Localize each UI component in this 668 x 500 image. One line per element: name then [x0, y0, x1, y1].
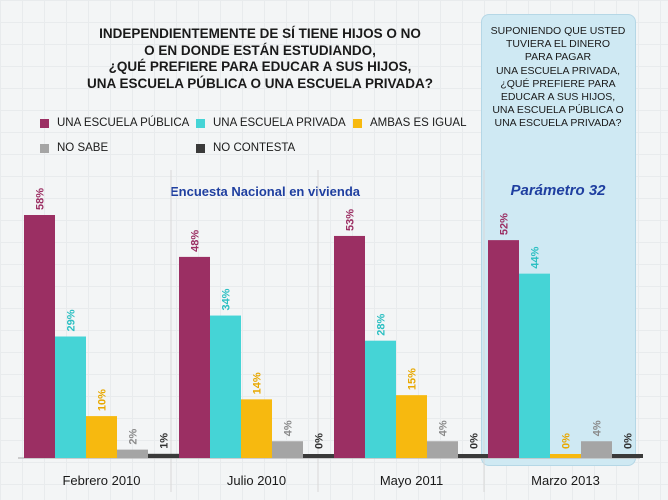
- bar: [581, 441, 612, 458]
- data-label: 1%: [159, 433, 171, 449]
- legend-label: UNA ESCUELA PRIVADA: [213, 117, 346, 129]
- legend-item-ambas: AMBAS ES IGUAL: [353, 117, 467, 129]
- data-label: 14%: [252, 372, 264, 394]
- data-label: 15%: [407, 368, 419, 390]
- legend-item-no-contesta: NO CONTESTA: [196, 142, 295, 154]
- data-label: 0%: [469, 433, 481, 449]
- parameter-label: Parámetro 32: [510, 182, 606, 199]
- data-label: 48%: [190, 230, 202, 252]
- bar: [117, 449, 148, 458]
- side-question: SUPONIENDO QUE USTED TUVIERA EL DINERO P…: [490, 25, 626, 130]
- bar: [365, 340, 396, 458]
- category-label: Julio 2010: [227, 473, 286, 488]
- legend-item-privada: UNA ESCUELA PRIVADA: [196, 117, 346, 129]
- data-label: 2%: [128, 429, 140, 445]
- bar: [24, 215, 55, 458]
- legend-label: NO CONTESTA: [213, 142, 296, 154]
- data-label: 53%: [345, 209, 357, 231]
- legend-swatch: [40, 143, 49, 153]
- category-label: Febrero 2010: [62, 473, 140, 488]
- bar: [550, 454, 581, 458]
- bar: [519, 273, 550, 458]
- data-label: 34%: [221, 288, 233, 310]
- data-label: 0%: [561, 433, 573, 449]
- data-label: 4%: [438, 420, 450, 436]
- bar: [427, 441, 458, 458]
- legend-swatch: [196, 118, 205, 128]
- data-label: 44%: [530, 246, 542, 268]
- data-label: 0%: [314, 433, 326, 449]
- data-label: 52%: [499, 213, 511, 235]
- legend-item-publica: UNA ESCUELA PÚBLICA: [40, 117, 189, 129]
- bar: [612, 454, 643, 458]
- bar: [458, 454, 489, 458]
- legend-label: NO SABE: [57, 142, 109, 154]
- data-label: 4%: [592, 420, 604, 436]
- legend-swatch: [353, 118, 362, 128]
- data-label: 29%: [66, 309, 78, 331]
- bar: [488, 240, 519, 458]
- bar: [303, 454, 334, 458]
- bar: [179, 256, 210, 458]
- legend-swatch: [196, 143, 205, 153]
- legend-item-no-sabe: NO SABE: [40, 142, 108, 154]
- data-label: 58%: [35, 188, 47, 210]
- chart-title: INDEPENDIENTEMENTE DE SÍ TIENE HIJOS O N…: [86, 26, 433, 91]
- data-label: 28%: [376, 313, 388, 335]
- category-label: Marzo 2013: [531, 473, 600, 488]
- data-label: 0%: [623, 433, 635, 449]
- legend-label: UNA ESCUELA PÚBLICA: [57, 117, 190, 129]
- bar: [86, 416, 117, 458]
- category-label: Mayo 2011: [380, 473, 443, 488]
- bar: [210, 315, 241, 458]
- data-label: 10%: [97, 389, 109, 411]
- bar: [272, 441, 303, 458]
- survey-label: Encuesta Nacional en vivienda: [169, 184, 361, 199]
- bar: [241, 399, 272, 458]
- bar: [334, 235, 365, 458]
- legend-label: AMBAS ES IGUAL: [370, 117, 467, 129]
- bar: [396, 395, 427, 458]
- data-label: 4%: [283, 420, 295, 436]
- legend-swatch: [40, 118, 49, 128]
- bar: [55, 336, 86, 458]
- bar: [148, 453, 179, 458]
